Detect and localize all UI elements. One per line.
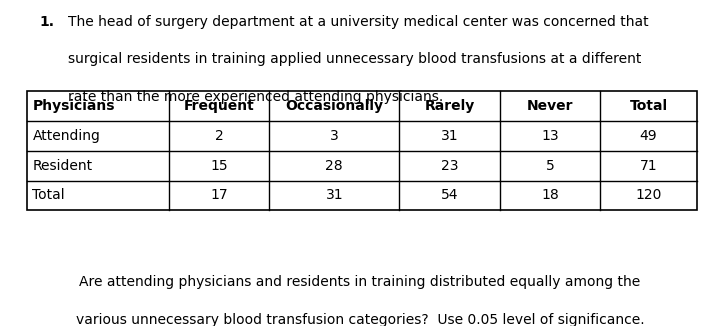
Text: The head of surgery department at a university medical center was concerned that: The head of surgery department at a univ… xyxy=(68,15,649,29)
Text: Physicians: Physicians xyxy=(32,99,115,113)
Text: various unnecessary blood transfusion categories?  Use 0.05 level of significanc: various unnecessary blood transfusion ca… xyxy=(76,313,644,326)
Text: surgical residents in training applied unnecessary blood transfusions at a diffe: surgical residents in training applied u… xyxy=(68,52,642,66)
Text: 2: 2 xyxy=(215,129,223,143)
Text: 71: 71 xyxy=(640,159,657,173)
Text: 15: 15 xyxy=(210,159,228,173)
Text: 13: 13 xyxy=(541,129,559,143)
Text: Total: Total xyxy=(629,99,667,113)
Text: 3: 3 xyxy=(330,129,338,143)
Text: Attending: Attending xyxy=(32,129,100,143)
Text: rate than the more experienced attending physicians.: rate than the more experienced attending… xyxy=(68,90,444,104)
Text: Resident: Resident xyxy=(32,159,93,173)
Text: 31: 31 xyxy=(325,188,343,202)
Text: 17: 17 xyxy=(210,188,228,202)
Text: Total: Total xyxy=(32,188,65,202)
Text: 5: 5 xyxy=(546,159,554,173)
Text: Are attending physicians and residents in training distributed equally among the: Are attending physicians and residents i… xyxy=(79,275,641,289)
Text: 120: 120 xyxy=(636,188,662,202)
Text: 1.: 1. xyxy=(40,15,55,29)
Text: 49: 49 xyxy=(640,129,657,143)
Text: Rarely: Rarely xyxy=(425,99,474,113)
Text: Frequent: Frequent xyxy=(184,99,254,113)
Text: 18: 18 xyxy=(541,188,559,202)
Text: Never: Never xyxy=(527,99,573,113)
Text: 28: 28 xyxy=(325,159,343,173)
Text: 54: 54 xyxy=(441,188,459,202)
Text: 31: 31 xyxy=(441,129,459,143)
Text: 23: 23 xyxy=(441,159,459,173)
Text: Occasionally: Occasionally xyxy=(285,99,383,113)
